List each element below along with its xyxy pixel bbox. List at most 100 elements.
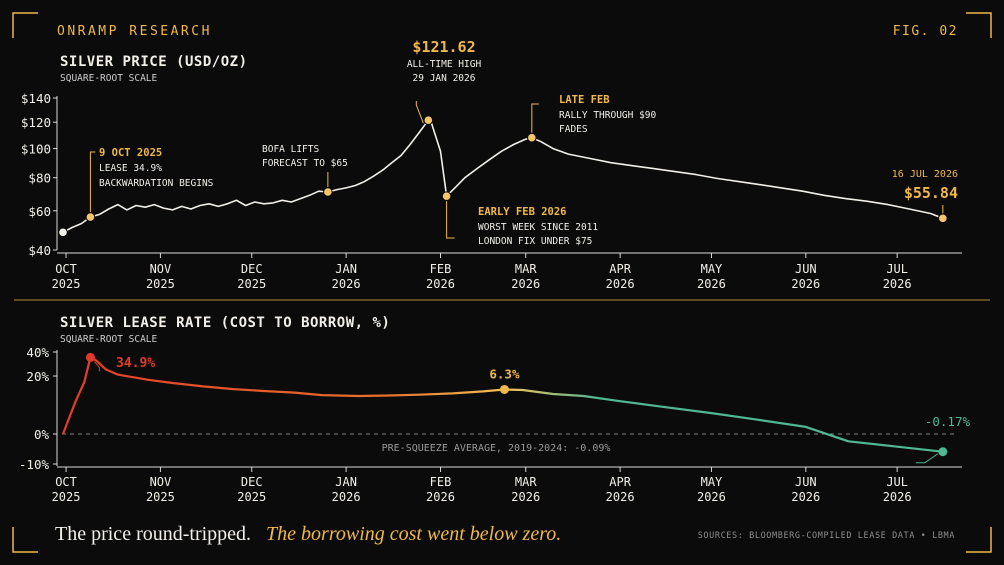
price-x-tick-month: MAY: [701, 262, 723, 276]
lease-x-tick-month: DEC: [241, 475, 263, 489]
lease-peak-marker: [85, 352, 95, 362]
reference-line-label: PRE-SQUEEZE AVERAGE, 2019-2024: -0.09%: [382, 443, 611, 454]
lease-y-tick-label: 0%: [34, 427, 50, 442]
price-y-tick-label: $40: [28, 243, 51, 258]
annotation-bofa-line: BOFA LIFTS: [262, 144, 319, 155]
annotation-oct9-title: 9 OCT 2025: [99, 147, 162, 159]
price-y-tick-label: $80: [28, 171, 51, 186]
headline-plain: The price round-tripped.: [55, 523, 251, 545]
annotation-earlyfeb-line: WORST WEEK SINCE 2011: [478, 222, 598, 233]
lease-x-tick-month: MAY: [701, 475, 723, 489]
price-x-tick-year: 2025: [237, 277, 266, 291]
annotation-earlyfeb-title: EARLY FEB 2026: [478, 206, 567, 218]
lease-x-tick-month: JAN: [335, 475, 357, 489]
price-x-tick-month: APR: [609, 262, 631, 276]
sources-note: SOURCES: BLOOMBERG-COMPILED LEASE DATA •…: [698, 531, 955, 541]
lease-x-tick-year: 2026: [511, 490, 540, 504]
price-x-tick-month: JAN: [335, 262, 357, 276]
price-x-tick-year: 2026: [606, 277, 635, 291]
lease-x-tick-year: 2026: [791, 490, 820, 504]
lease-chart-title: SILVER LEASE RATE (COST TO BORROW, %): [60, 315, 390, 331]
annotation-oct9-line: BACKWARDATION BEGINS: [99, 178, 214, 189]
lease-x-tick-year: 2026: [426, 490, 455, 504]
annotation-last-value: $55.84: [904, 184, 958, 202]
lease-y-tick-label: 40%: [26, 345, 49, 360]
corner-brackets: [12, 12, 992, 553]
lease-last-leader: [915, 453, 939, 464]
lease-y-tick-label: 20%: [26, 369, 49, 384]
price-x-tick-month: DEC: [241, 262, 263, 276]
lease-x-tick-month: OCT: [55, 475, 77, 489]
lease-x-tick-month: JUN: [795, 475, 817, 489]
price-y-tick-label: $60: [28, 204, 51, 219]
footer-headline: The price round-tripped. The borrowing c…: [55, 523, 561, 545]
price-chart-subtitle: SQUARE-ROOT SCALE: [60, 73, 158, 84]
figure-number: FIG. 02: [893, 24, 958, 39]
price-x-tick-month: JUN: [795, 262, 817, 276]
annotation-earlyfeb-line: LONDON FIX UNDER $75: [478, 236, 592, 247]
annotation-latefeb-title: LATE FEB: [559, 94, 610, 106]
annotation-leader: [89, 151, 96, 213]
price-marker: [323, 187, 333, 197]
price-chart: $40$60$80$100$120$140OCT2025NOV2025DEC20…: [21, 38, 962, 291]
annotation-ath-value: $121.62: [412, 38, 475, 56]
price-series-line: [62, 119, 944, 234]
lease-chart-subtitle: SQUARE-ROOT SCALE: [60, 334, 158, 345]
lease-x-tick-year: 2025: [52, 490, 81, 504]
price-chart-title: SILVER PRICE (USD/OZ): [60, 54, 248, 70]
lease-x-tick-year: 2026: [606, 490, 635, 504]
price-x-tick-month: OCT: [55, 262, 77, 276]
price-x-tick-year: 2026: [426, 277, 455, 291]
price-x-tick-year: 2026: [791, 277, 820, 291]
price-marker: [441, 191, 452, 201]
price-x-tick-year: 2025: [146, 277, 175, 291]
lease-y-tick-label: -10%: [19, 457, 50, 472]
lease-peak-leader: [94, 361, 100, 372]
price-y-tick-label: $140: [21, 91, 51, 106]
lease-x-tick-month: APR: [609, 475, 631, 489]
annotation-last-date: 16 JUL 2026: [892, 169, 958, 180]
lease-x-tick-month: MAR: [515, 475, 537, 489]
lease-x-tick-month: JUL: [886, 475, 908, 489]
lease-x-tick-year: 2026: [332, 490, 361, 504]
lease-last-marker: [938, 447, 948, 457]
annotation-leader: [415, 101, 424, 124]
lease-x-tick-year: 2026: [697, 490, 726, 504]
annotation-oct9-line: LEASE 34.9%: [99, 163, 162, 174]
price-marker: [527, 132, 537, 143]
lease-mid-marker: [499, 384, 509, 394]
price-marker: [423, 115, 434, 125]
lease-x-tick-year: 2025: [237, 490, 266, 504]
annotation-bofa-line: FORECAST TO $65: [262, 158, 348, 169]
price-x-tick-month: NOV: [150, 262, 172, 276]
annotation-latefeb-line: FADES: [559, 124, 588, 135]
lease-x-tick-month: NOV: [150, 475, 172, 489]
lease-x-tick-month: FEB: [430, 475, 452, 489]
lease-x-tick-year: 2026: [883, 490, 912, 504]
price-x-tick-year: 2026: [332, 277, 361, 291]
price-marker: [85, 212, 96, 222]
annotation-leader: [446, 201, 455, 239]
price-x-tick-month: JUL: [886, 262, 908, 276]
annotation-ath-line: 29 JAN 2026: [413, 73, 476, 84]
price-x-tick-year: 2026: [883, 277, 912, 291]
price-marker: [58, 227, 68, 238]
annotation-latefeb-line: RALLY THROUGH $90: [559, 110, 657, 121]
price-x-tick-month: MAR: [515, 262, 537, 276]
price-y-tick-label: $120: [21, 115, 51, 130]
annotation-leader: [531, 103, 539, 133]
price-x-tick-month: FEB: [430, 262, 452, 276]
annotation-ath-line: ALL-TIME HIGH: [407, 59, 482, 70]
lease-peak-label: 34.9%: [116, 356, 155, 371]
price-marker: [938, 213, 948, 224]
lease-series-line: [61, 356, 943, 453]
lease-mid-label: 6.3%: [489, 366, 520, 381]
price-x-tick-year: 2026: [697, 277, 726, 291]
brand-title: ONRAMP RESEARCH: [57, 24, 212, 39]
lease-chart: -10%0%20%40%OCT2025NOV2025DEC2025JAN2026…: [19, 345, 971, 504]
price-x-tick-year: 2026: [511, 277, 540, 291]
price-y-tick-label: $100: [21, 142, 51, 157]
lease-x-tick-year: 2025: [146, 490, 175, 504]
